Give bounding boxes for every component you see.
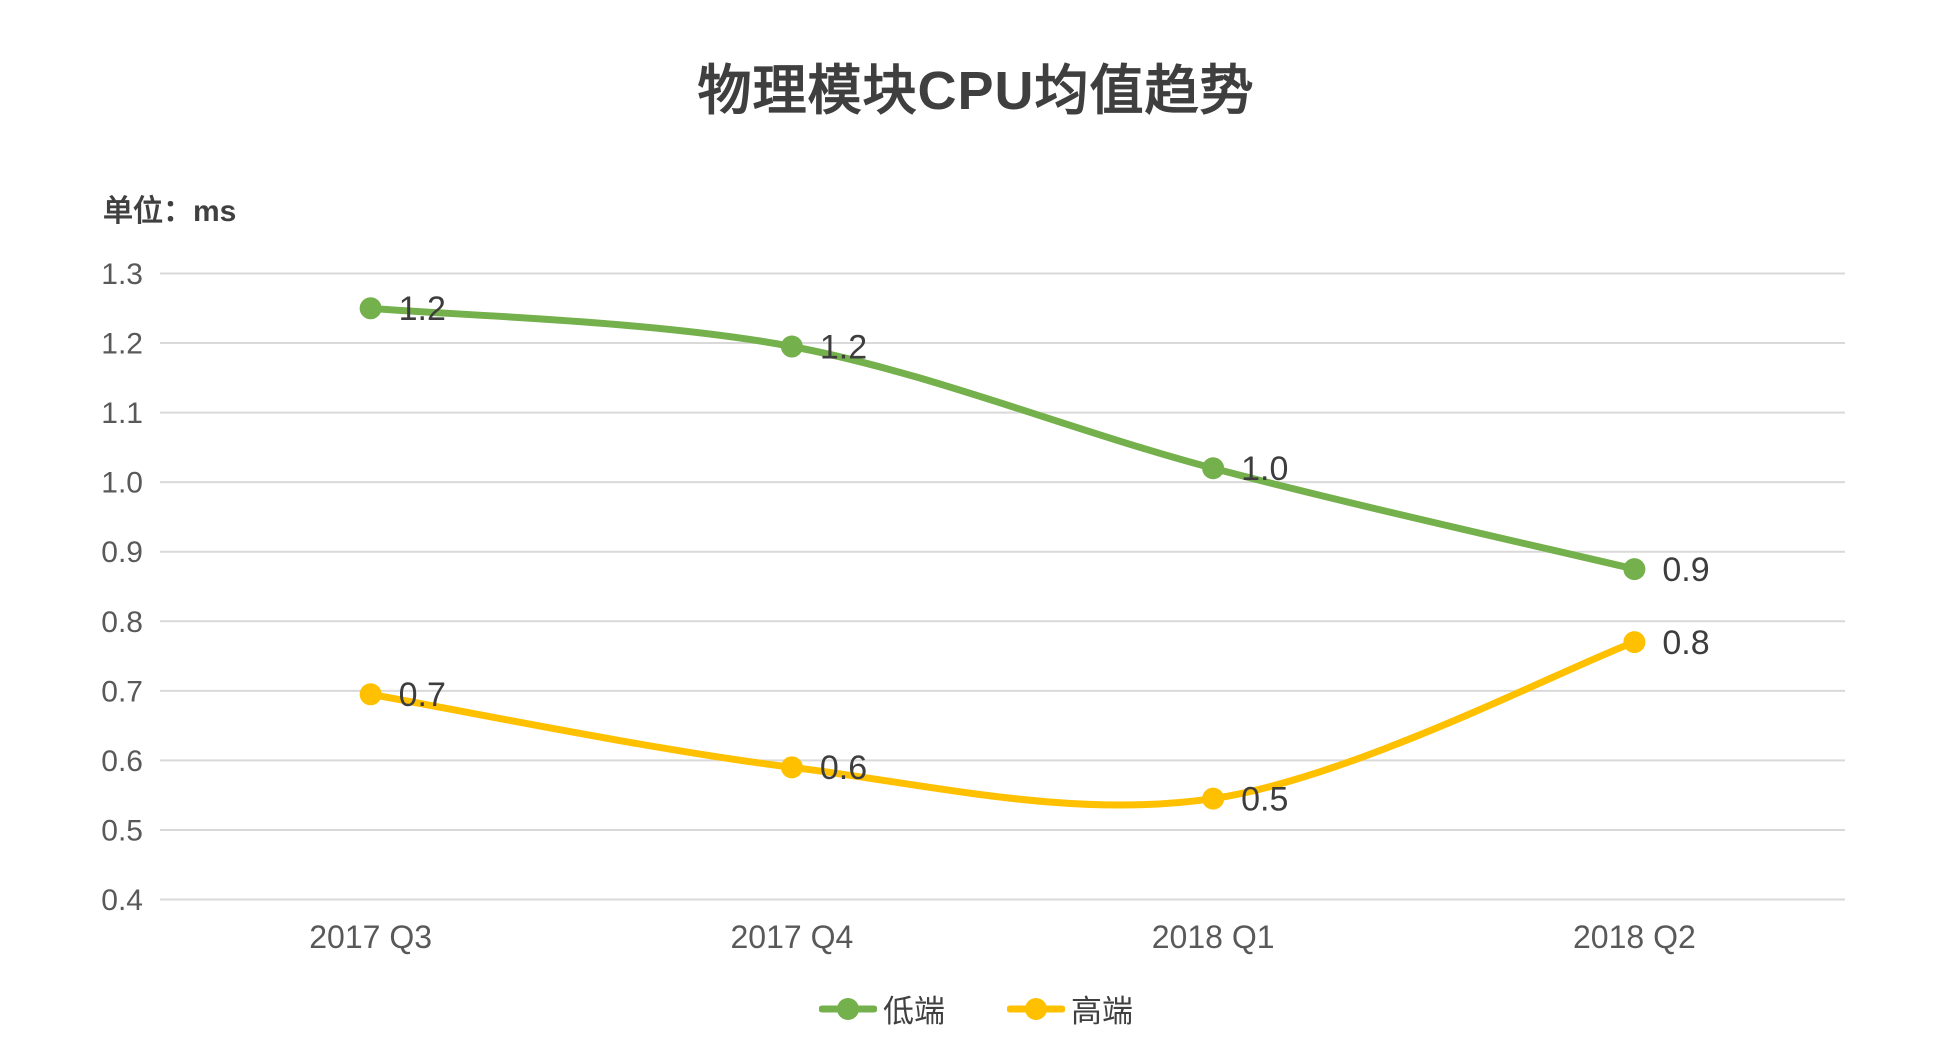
data-label-high-end: 0.6 xyxy=(820,749,867,787)
legend-line-dot-icon xyxy=(1007,996,1065,1022)
y-tick-label: 0.5 xyxy=(101,814,143,847)
y-tick-label: 0.6 xyxy=(101,745,143,778)
series-line-high-end xyxy=(367,638,1638,809)
data-point-low-end xyxy=(1202,457,1225,480)
data-label-low-end: 0.9 xyxy=(1662,551,1709,589)
legend-item-high-end[interactable]: 高端 xyxy=(1007,986,1133,1031)
x-tick-label: 2017 Q3 xyxy=(309,919,432,955)
data-point-low-end xyxy=(359,297,382,320)
data-point-high-end xyxy=(1202,787,1225,810)
chart-title: 物理模块CPU均值趋势 xyxy=(697,61,1255,121)
series-line-low-end xyxy=(367,304,1638,573)
legend: 低端 高端 xyxy=(0,986,1952,1031)
x-tick-label: 2017 Q4 xyxy=(730,919,853,955)
y-tick-label: 1.3 xyxy=(101,258,143,291)
legend-label: 高端 xyxy=(1071,994,1133,1029)
y-tick-label: 1.2 xyxy=(101,328,143,361)
data-label-low-end: 1.0 xyxy=(1241,450,1288,488)
data-point-low-end xyxy=(780,335,803,358)
data-label-low-end: 1.2 xyxy=(399,290,446,328)
legend-label: 低端 xyxy=(883,994,945,1029)
data-label-low-end: 1.2 xyxy=(820,328,867,366)
y-tick-label: 0.7 xyxy=(101,675,143,708)
y-tick-label: 0.4 xyxy=(101,884,143,917)
data-point-high-end xyxy=(780,756,803,779)
data-label-high-end: 0.5 xyxy=(1241,781,1288,819)
y-tick-label: 0.8 xyxy=(101,606,143,639)
unit-label: 单位：ms xyxy=(103,195,237,228)
legend-item-low-end[interactable]: 低端 xyxy=(819,986,945,1031)
x-tick-label: 2018 Q2 xyxy=(1573,919,1696,955)
y-tick-label: 1.0 xyxy=(101,467,143,500)
data-label-high-end: 0.7 xyxy=(399,676,446,714)
data-point-low-end xyxy=(1623,558,1646,581)
data-label-high-end: 0.8 xyxy=(1662,624,1709,662)
data-point-high-end xyxy=(1623,631,1646,654)
data-point-high-end xyxy=(359,683,382,706)
x-tick-label: 2018 Q1 xyxy=(1152,919,1275,955)
legend-line-dot-icon xyxy=(819,996,877,1022)
y-tick-label: 1.1 xyxy=(101,397,143,430)
y-tick-label: 0.9 xyxy=(101,536,143,569)
